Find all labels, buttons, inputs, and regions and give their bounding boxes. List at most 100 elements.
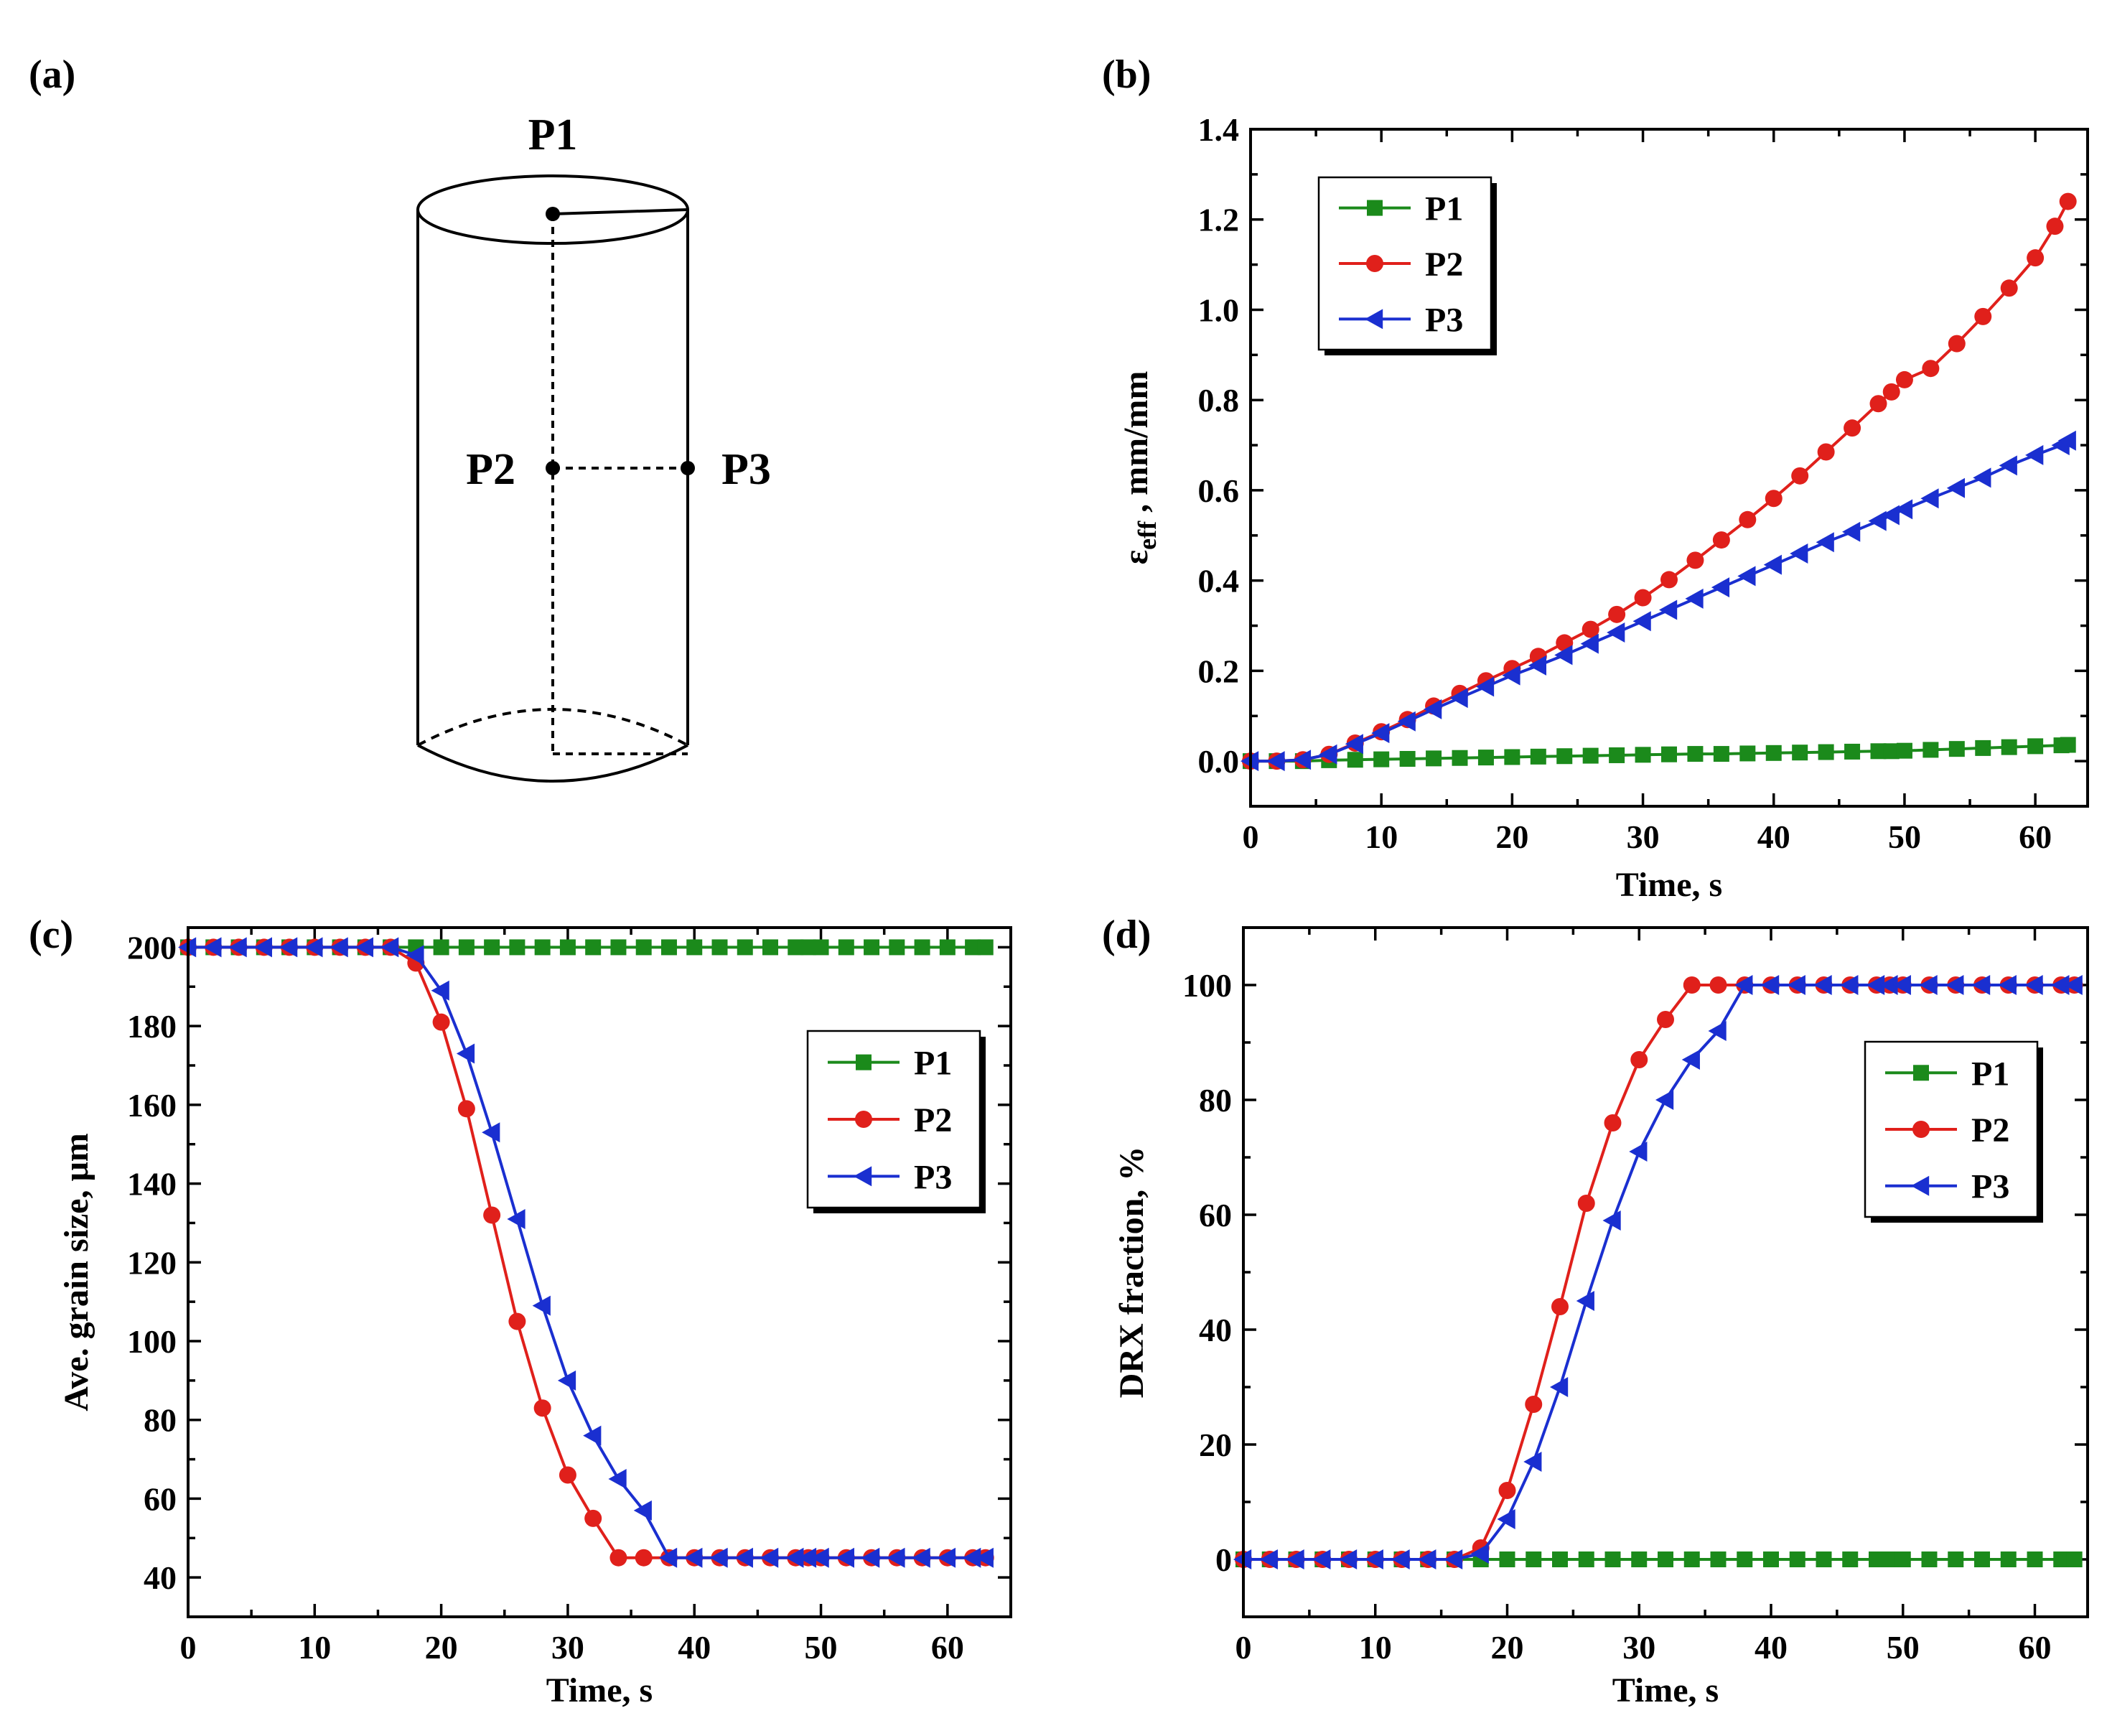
p1-marker-14: [1609, 747, 1625, 763]
p3-marker-17: [1685, 588, 1704, 609]
p1-marker-25: [1883, 743, 1900, 760]
p1-marker-31: [2027, 1551, 2043, 1567]
y-tick-label-3: 0.6: [1198, 472, 1240, 509]
p3-marker-26: [810, 1547, 829, 1568]
series-p2-line: [1251, 200, 2070, 763]
p1-marker-15: [1635, 747, 1651, 763]
p1-marker-24: [1870, 743, 1887, 760]
p3-marker-29: [887, 1547, 905, 1568]
p1-marker-11: [1530, 748, 1546, 765]
x-tick-label-10: 10: [298, 1629, 331, 1666]
panel-c-legend: P1 P2 P3: [806, 1030, 986, 1213]
p3-marker-legend: [1365, 309, 1383, 330]
y-tick-label-3: 100: [127, 1323, 177, 1360]
x-axis-title: Time, s: [1612, 1671, 1719, 1709]
p1-marker-21: [1789, 1551, 1805, 1567]
legend-entry-p2: P2: [1885, 1111, 2009, 1149]
p2-marker-10: [432, 1013, 450, 1031]
panel-c-plot-frame: [187, 926, 1012, 1618]
legend-label-p3: P3: [1425, 301, 1463, 339]
p1-marker-30: [2000, 1551, 2017, 1567]
y-tick-label-7: 180: [127, 1008, 177, 1045]
p1-marker-14: [534, 939, 551, 956]
p1-marker-22: [1818, 744, 1834, 760]
p2-marker-22: [1817, 443, 1835, 461]
p3-marker-13: [507, 1208, 525, 1229]
p1-marker-33: [2060, 737, 2076, 753]
p3-marker-22: [734, 1547, 753, 1568]
p1-marker-20: [1763, 1551, 1779, 1567]
point-p1-label: P1: [528, 111, 578, 159]
p3-marker-17: [608, 1469, 627, 1489]
top-radius-line: [552, 208, 688, 215]
p3-marker-18: [633, 1500, 652, 1521]
p3-marker-13: [1576, 1291, 1594, 1311]
y-tick-label-4: 0.8: [1198, 382, 1240, 419]
p3-marker-22: [1813, 975, 1832, 995]
y-tick-label-7: 1.4: [1198, 111, 1240, 148]
series-p3: [1233, 975, 2083, 1569]
p3-marker-17: [1681, 1050, 1700, 1070]
p3-marker-33: [975, 1547, 994, 1568]
p1-marker-27: [1923, 742, 1939, 758]
legend-label-p1: P1: [1425, 190, 1463, 228]
p1-marker-13: [1582, 747, 1599, 764]
p2-marker-21: [1791, 467, 1809, 485]
p1-marker-32: [2053, 1551, 2070, 1567]
p3-marker-legend: [854, 1166, 872, 1187]
p1-marker-20: [686, 939, 703, 956]
p2-marker-11: [457, 1100, 475, 1118]
x-tick-label-50: 50: [1887, 1629, 1920, 1666]
p3-marker-13: [1580, 633, 1599, 654]
p3-marker-16: [1659, 599, 1678, 620]
y-tick-label-6: 160: [127, 1087, 177, 1124]
x-axis-title: Time, s: [546, 1671, 653, 1709]
p1-marker-8: [1452, 750, 1468, 766]
y-axis-title: εeff , mm/mm: [1117, 371, 1162, 565]
p3-marker-29: [1972, 975, 1991, 995]
x-tick-label-0: 0: [1235, 1629, 1252, 1666]
p2-marker-17: [1686, 551, 1704, 569]
x-tick-label-10: 10: [1365, 818, 1398, 855]
y-tick-label-6: 1.2: [1198, 202, 1240, 238]
x-tick-label-60: 60: [931, 1629, 964, 1666]
legend-entry-p3: P3: [1339, 301, 1463, 339]
p3-marker-1: [1266, 751, 1285, 772]
p3-marker-11: [456, 1043, 475, 1064]
p1-marker-19: [1739, 745, 1756, 762]
p2-marker-15: [1630, 1051, 1648, 1068]
p1-marker-19: [660, 939, 677, 956]
p2-marker-24: [1869, 395, 1887, 413]
p3-marker-20: [1763, 554, 1782, 575]
p3-marker-11: [1523, 1452, 1542, 1472]
p1-marker-33: [977, 939, 994, 956]
p3-marker-20: [684, 1547, 703, 1568]
p2-marker-23: [1844, 419, 1861, 437]
p3-marker-24: [1868, 510, 1887, 531]
p1-marker-16: [1658, 1551, 1673, 1567]
p2-marker-14: [1608, 605, 1626, 623]
panel-b-plot-frame: [1249, 128, 2089, 808]
p1-marker-14: [1604, 1551, 1621, 1567]
p3-marker-2: [228, 937, 247, 958]
p2-marker-16: [584, 1509, 602, 1527]
p3-marker-15: [1632, 611, 1651, 632]
p3-marker-15: [1629, 1142, 1648, 1162]
p1-marker-27: [838, 939, 854, 956]
p3-marker-27: [836, 1547, 854, 1568]
y-tick-label-2: 40: [1199, 1312, 1232, 1348]
p3-marker-19: [1734, 975, 1753, 995]
p1-marker-33: [2066, 1551, 2083, 1567]
p1-marker-23: [762, 939, 779, 956]
p2-marker-legend: [1912, 1121, 1930, 1138]
p1-marker-13: [1578, 1551, 1594, 1567]
panel-d-label: (d): [1102, 913, 1151, 957]
p2-marker-31: [2027, 249, 2045, 267]
p3-marker-12: [1550, 1377, 1569, 1397]
p2-marker-15: [1634, 589, 1652, 607]
p2-marker-14: [533, 1399, 551, 1417]
p2-marker-13: [1582, 620, 1599, 638]
p3-marker-2: [1292, 750, 1312, 770]
p1-marker-17: [1687, 746, 1704, 762]
